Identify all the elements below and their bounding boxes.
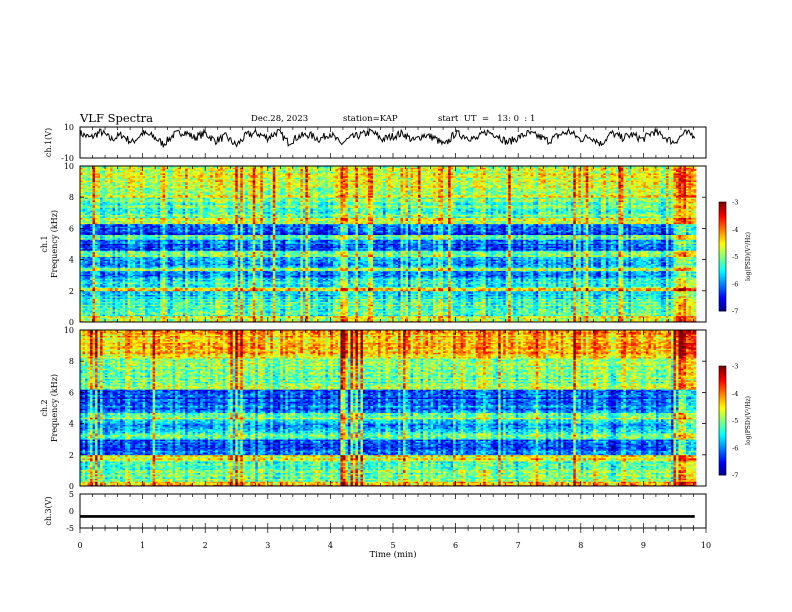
ch2-channel-label: ch.2 [40,399,49,416]
ch2-ytick: 8 [69,357,74,366]
ch1-channel-label: ch.1 [40,235,49,252]
ch1-colorbar-label: log(PSD)(V²/Hz) [745,232,752,281]
x-tick-label: 0 [77,541,82,550]
x-tick-label: 7 [516,541,521,550]
vlf-figure: 10-10ch.1(V)0246810ch.1 Frequency (kHz)-3… [0,0,792,612]
ch1-ytick: 4 [69,256,74,265]
x-tick-label: 4 [328,541,333,550]
ch1-ytick: 2 [69,287,74,296]
ch2-ytick: 2 [69,451,74,460]
x-axis-label: Time (min) [369,549,416,560]
ch1-colorbar-tick: -3 [732,199,738,207]
ch2-ytick: 4 [69,420,74,429]
ch2-ytick: 6 [69,388,74,397]
ch2-colorbar-tick: -7 [732,472,738,480]
ch1-colorbar-tick: -4 [732,226,738,234]
ch1-ytick-top: 10 [64,123,74,132]
ch2-colorbar-tick: -6 [732,444,738,452]
ch2-colorbar-label: log(PSD)(V²/Hz) [745,396,752,445]
x-tick-label: 1 [140,541,145,550]
ch3-ylabel: ch.3(V) [44,496,53,525]
x-tick-label: 5 [390,541,395,550]
x-tick-label: 9 [641,541,646,550]
ch1-colorbar-tick: -7 [732,308,738,316]
ch2-ytick: 10 [64,326,74,335]
ch1-ylabel: Frequency (kHz) [50,210,59,278]
x-tick-label: 6 [453,541,458,550]
ch3-ytick: -5 [66,524,74,533]
ch1-spectrogram [80,166,696,322]
ch1-waveform-line [80,129,695,147]
ch1-ylabel: ch.1(V) [44,128,53,157]
ch1-ytick: 10 [64,162,74,171]
ch2-colorbar-tick: -4 [732,390,738,398]
ch1-ytick: 6 [69,224,74,233]
ch3-ytick: 0 [69,507,74,516]
ch2-spectrogram [80,330,696,486]
ch2-colorbar-tick: -5 [732,417,738,425]
ch3-signal-band [80,515,695,518]
ch1-ytick: 8 [69,193,74,202]
ch1-colorbar-tick: -5 [732,253,738,261]
ch3-ytick: 5 [69,490,74,499]
ch2-ylabel: Frequency (kHz) [50,374,59,442]
panel-4-frame [80,494,706,528]
x-tick-label: 8 [578,541,583,550]
x-tick-label: 3 [265,541,270,550]
x-tick-label: 10 [701,541,711,550]
ch1-colorbar-tick: -6 [732,280,738,288]
x-tick-label: 2 [203,541,208,550]
ch2-colorbar-tick: -3 [732,363,738,371]
